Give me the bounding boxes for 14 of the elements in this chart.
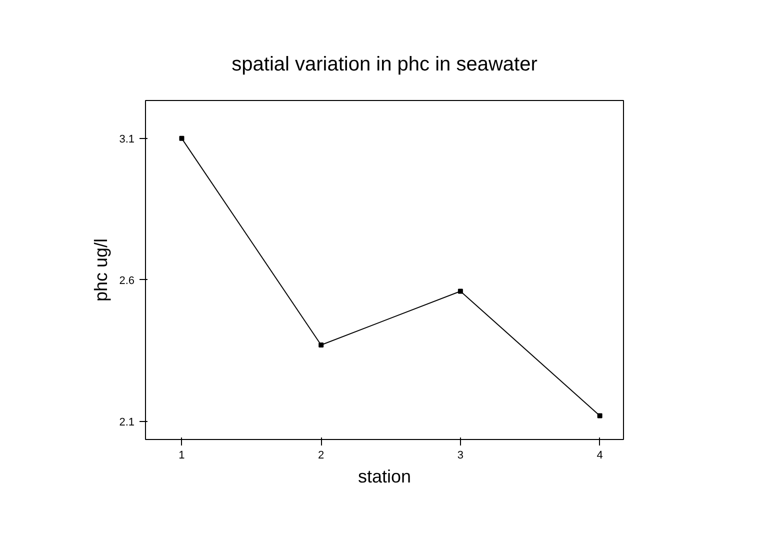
point: [179, 136, 184, 141]
y-tick-label: 3.1: [119, 133, 135, 146]
x-tick-label: 4: [596, 450, 603, 462]
x-tick-label: 2: [318, 450, 324, 462]
point: [318, 342, 324, 348]
y-tick-label: 2.6: [119, 274, 135, 287]
y-tick-label: 2.1: [119, 416, 135, 428]
chart-title: spatial variation in phc in seawater: [232, 54, 538, 76]
x-tick-label: 1: [178, 450, 185, 462]
point: [597, 413, 602, 418]
x-axis-title: station: [358, 466, 412, 486]
y-axis-title: phc ug/l: [91, 238, 112, 302]
point: [458, 288, 463, 294]
x-tick-label: 3: [457, 450, 464, 462]
